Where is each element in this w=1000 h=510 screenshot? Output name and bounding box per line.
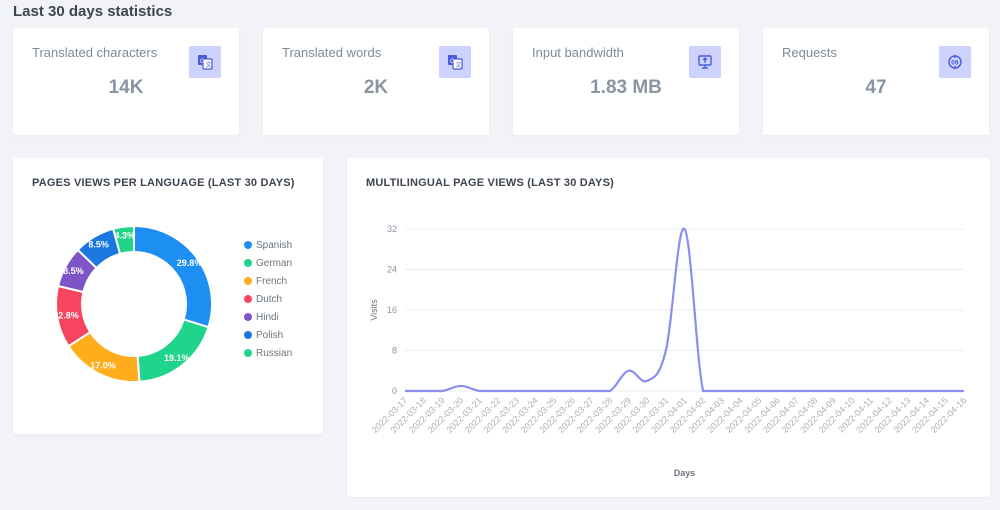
- pie-chart-panel: PAGES VIEWS PER LANGUAGE (LAST 30 DAYS) …: [13, 158, 323, 434]
- stat-label: Requests: [782, 45, 837, 60]
- legend-label: French: [256, 275, 288, 287]
- legend-swatch: [244, 241, 252, 249]
- legend-swatch: [244, 331, 252, 339]
- pie-slice-label: 8.5%: [88, 240, 109, 250]
- pie-slice-label: 12.8%: [53, 311, 79, 321]
- code-request-icon: 09: [939, 46, 971, 78]
- legend-swatch: [244, 313, 252, 321]
- stat-value: 47: [865, 77, 887, 98]
- stat-value: 2K: [363, 77, 389, 98]
- line-chart: 081624322022-03-172022-03-182022-03-1920…: [369, 224, 968, 478]
- legend-item[interactable]: Dutch: [244, 290, 292, 308]
- stat-label: Input bandwidth: [532, 45, 624, 60]
- line-chart-panel: MULTILINGUAL PAGE VIEWS (LAST 30 DAYS) 0…: [347, 158, 990, 497]
- legend-swatch: [244, 349, 252, 357]
- pie-slice-spanish[interactable]: [133, 224, 213, 329]
- svg-text:09: 09: [951, 60, 959, 67]
- stat-card-requests: Requests 47 09: [763, 28, 989, 135]
- pie-slice-label: 4.3%: [114, 231, 135, 241]
- legend-item[interactable]: Spanish: [244, 236, 292, 254]
- legend-label: Spanish: [256, 239, 293, 251]
- legend-item[interactable]: Russian: [244, 344, 292, 362]
- pie-slice-label: 8.5%: [63, 266, 84, 276]
- legend-swatch: [244, 259, 252, 267]
- y-tick-label: 16: [387, 305, 397, 315]
- stat-label: Translated words: [282, 45, 382, 60]
- legend-item[interactable]: German: [244, 254, 292, 272]
- legend-label: Polish: [256, 329, 284, 341]
- x-axis-label: Days: [674, 468, 696, 478]
- stat-label: Translated characters: [32, 45, 158, 60]
- pie-slice-label: 19.1%: [164, 353, 190, 363]
- legend-label: Dutch: [256, 293, 283, 305]
- legend-item[interactable]: French: [244, 272, 292, 290]
- stat-value: 1.83 MB: [590, 77, 662, 98]
- y-tick-label: 32: [387, 224, 397, 234]
- svg-text:G: G: [450, 59, 455, 65]
- y-tick-label: 24: [387, 265, 397, 275]
- pie-slice-russian[interactable]: [111, 224, 135, 256]
- legend-swatch: [244, 295, 252, 303]
- stat-card-input-bandwidth: Input bandwidth 1.83 MB: [513, 28, 739, 135]
- pie-slice-label: 29.8%: [177, 258, 203, 268]
- pie-legend: Spanish German French Dutch Hindi Polish…: [244, 236, 292, 362]
- legend-label: German: [256, 257, 293, 269]
- svg-text:文: 文: [206, 61, 212, 69]
- y-tick-label: 0: [392, 386, 397, 396]
- line-chart-title: MULTILINGUAL PAGE VIEWS (LAST 30 DAYS): [366, 177, 614, 189]
- pie-slice-german[interactable]: [136, 318, 210, 383]
- legend-item[interactable]: Hindi: [244, 308, 292, 326]
- svg-text:G: G: [200, 59, 205, 65]
- svg-text:文: 文: [456, 61, 462, 69]
- stat-value: 14K: [108, 77, 144, 98]
- legend-label: Hindi: [256, 311, 279, 323]
- section-title: Last 30 days statistics: [13, 3, 173, 20]
- legend-swatch: [244, 277, 252, 285]
- legend-item[interactable]: Polish: [244, 326, 292, 344]
- upload-monitor-icon: [689, 46, 721, 78]
- series-line-visits[interactable]: [405, 227, 964, 393]
- legend-label: Russian: [256, 347, 293, 359]
- donut-chart: 29.8% 19.1% 17.0% 12.8% 8.5% 8.5% 4.3%: [53, 224, 213, 383]
- pie-chart-title: PAGES VIEWS PER LANGUAGE (LAST 30 DAYS): [32, 177, 295, 189]
- pie-slice-label: 17.0%: [90, 361, 116, 371]
- y-axis-label: Visits: [369, 299, 379, 321]
- y-tick-label: 8: [392, 346, 397, 356]
